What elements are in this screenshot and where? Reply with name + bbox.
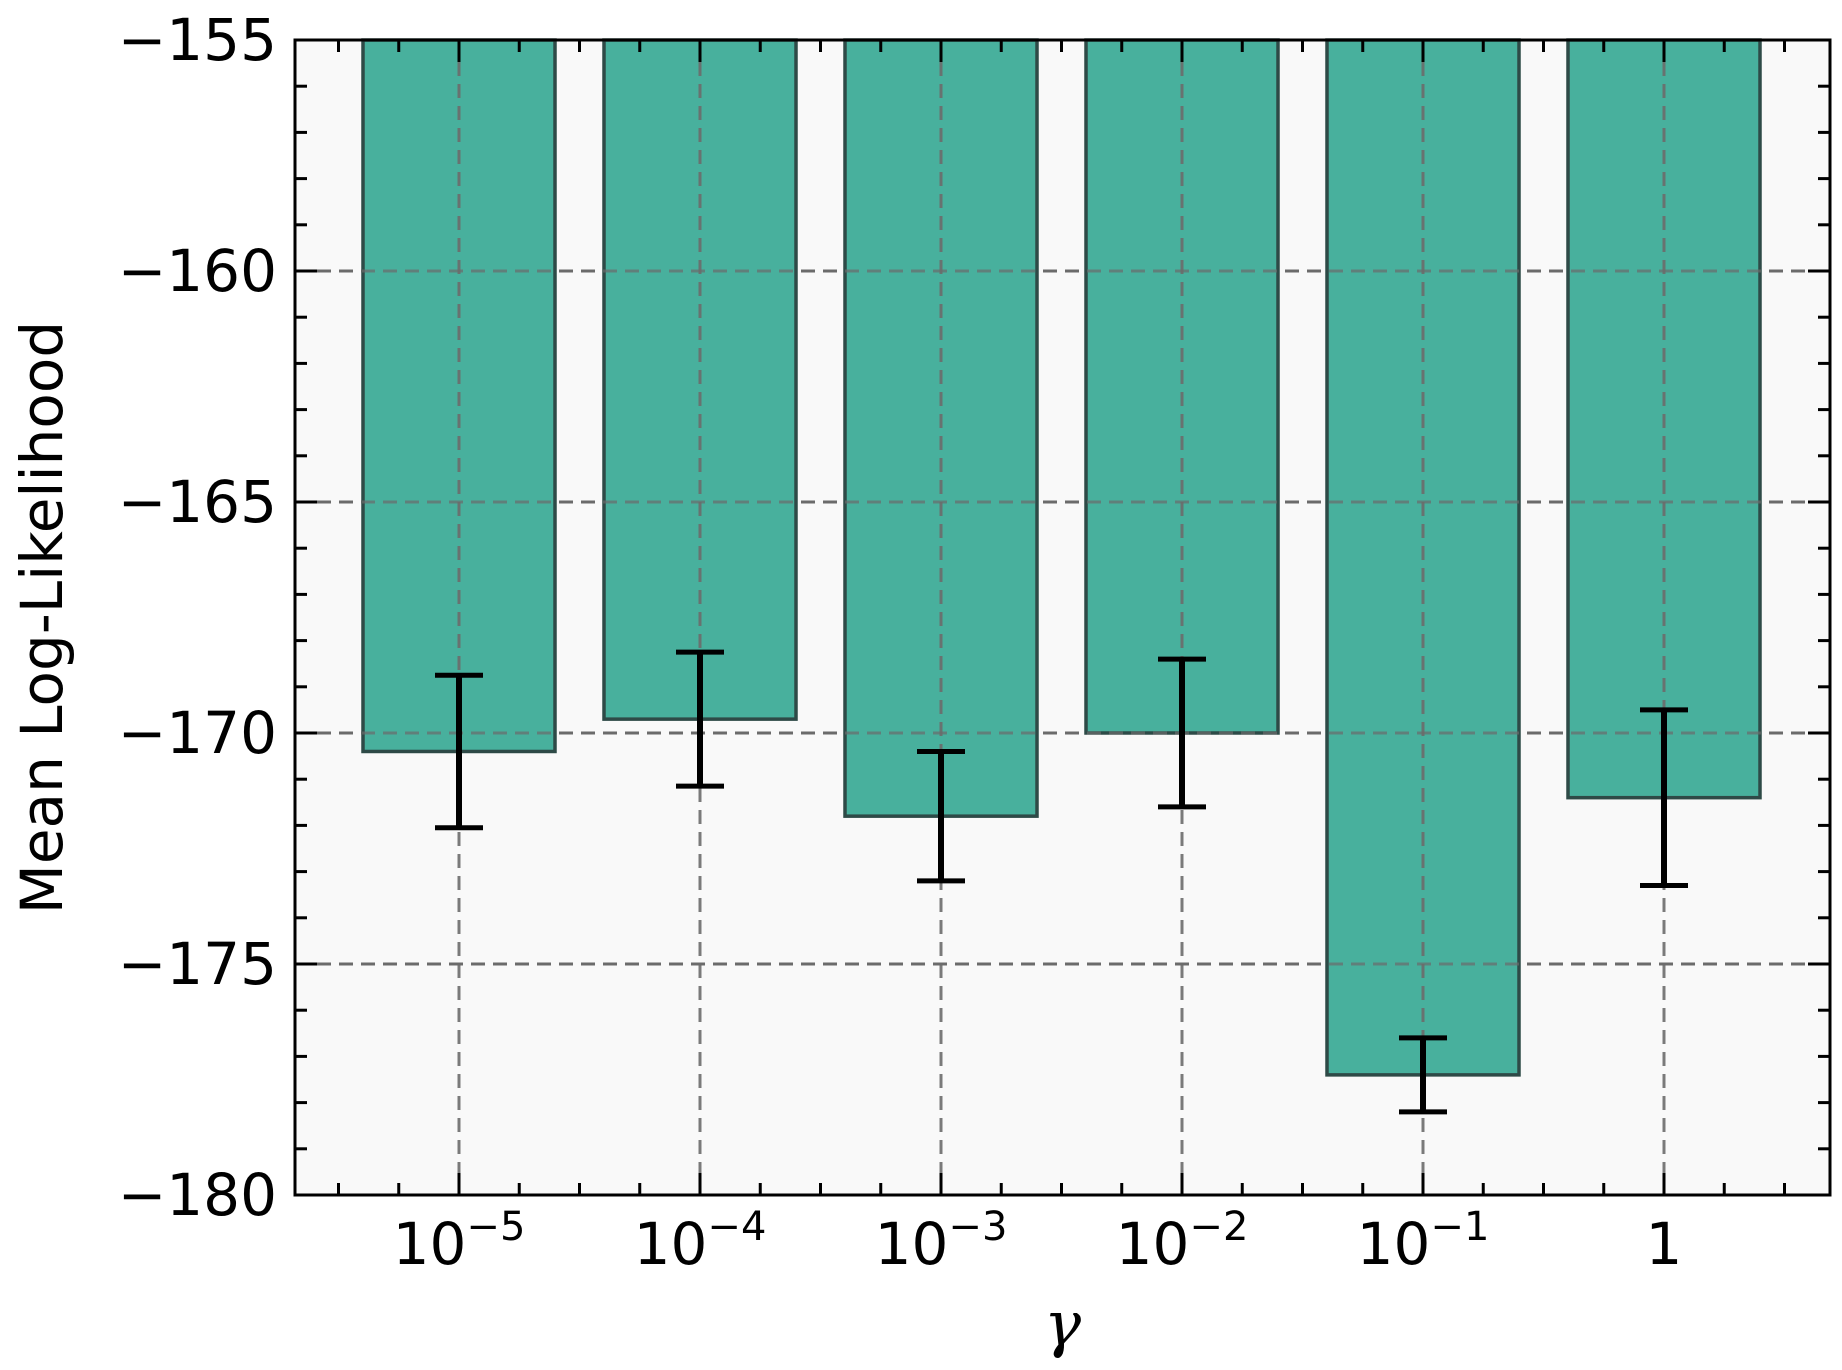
x-tick-label: 10−3 xyxy=(875,1204,1008,1278)
y-tick-labels: −155 −160 −165 −170 −175 −180 xyxy=(118,6,277,1229)
x-tick-label: 10−1 xyxy=(1357,1204,1490,1278)
x-tick-label: 10−4 xyxy=(634,1204,767,1278)
y-tick-label: −160 xyxy=(118,237,277,305)
x-axis-label: γ xyxy=(1044,1287,1082,1360)
bar xyxy=(1084,38,1280,735)
error-bars xyxy=(435,649,1688,1115)
x-tick-labels: 10−5 10−4 10−3 10−2 10−1 1 xyxy=(393,1204,1683,1278)
y-tick-label: −180 xyxy=(118,1161,277,1229)
x-tick-label: 10−5 xyxy=(393,1204,526,1278)
y-tick-label: −155 xyxy=(118,6,277,74)
vertical-gridlines xyxy=(295,40,1830,1195)
x-tick-label: 1 xyxy=(1646,1210,1683,1278)
y-tick-label: −170 xyxy=(118,699,277,767)
y-axis-label: Mean Log-Likelihood xyxy=(8,321,76,914)
y-tick-label: −175 xyxy=(118,930,277,998)
y-tick-label: −165 xyxy=(118,468,277,536)
axis-ticks xyxy=(295,38,1830,1197)
x-tick-label: 10−2 xyxy=(1116,1204,1249,1278)
